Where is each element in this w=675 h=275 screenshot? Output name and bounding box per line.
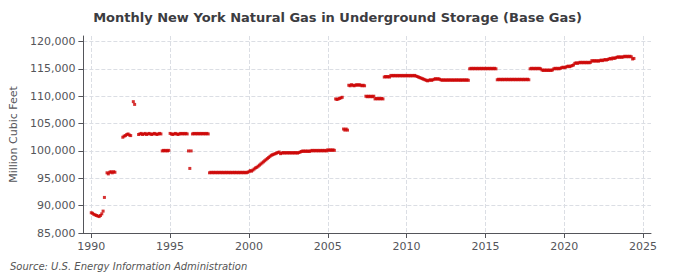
svg-text:110,000: 110,000 [30, 90, 76, 103]
svg-text:95,000: 95,000 [37, 172, 76, 185]
svg-text:2020: 2020 [550, 240, 578, 253]
svg-text:90,000: 90,000 [37, 199, 76, 212]
svg-text:100,000: 100,000 [30, 144, 76, 157]
svg-text:85,000: 85,000 [37, 227, 76, 240]
svg-text:Monthly New York Natural Gas i: Monthly New York Natural Gas in Undergro… [93, 10, 582, 25]
svg-text:1995: 1995 [156, 240, 184, 253]
svg-text:105,000: 105,000 [30, 117, 76, 130]
svg-text:2005: 2005 [314, 240, 342, 253]
svg-text:Million Cubic Feet: Million Cubic Feet [7, 85, 20, 182]
svg-text:2010: 2010 [393, 240, 421, 253]
svg-text:Source: U.S. Energy Informatio: Source: U.S. Energy Information Administ… [10, 261, 247, 272]
svg-text:2015: 2015 [471, 240, 499, 253]
svg-text:2000: 2000 [235, 240, 263, 253]
svg-text:115,000: 115,000 [30, 62, 76, 75]
svg-text:2025: 2025 [629, 240, 657, 253]
svg-text:120,000: 120,000 [30, 35, 76, 48]
svg-text:1990: 1990 [77, 240, 105, 253]
